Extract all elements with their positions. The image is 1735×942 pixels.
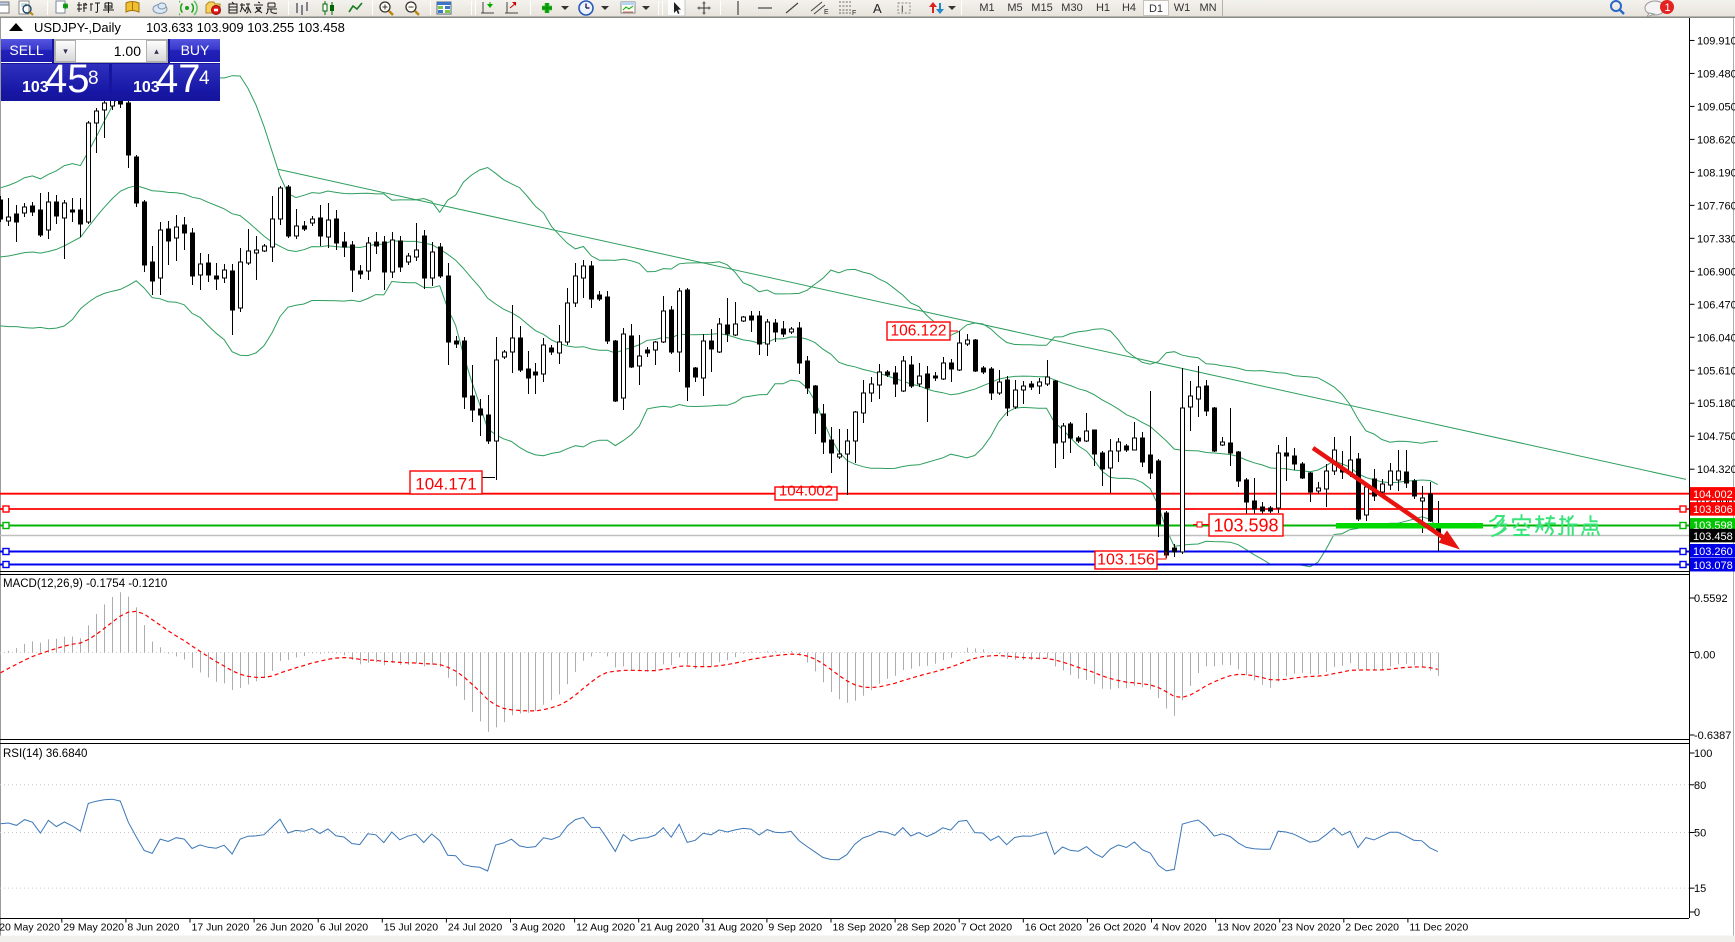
svg-text:26 Oct 2020: 26 Oct 2020 [1089, 922, 1146, 934]
svg-text:7 Oct 2020: 7 Oct 2020 [961, 922, 1013, 934]
svg-text:21 Aug 2020: 21 Aug 2020 [640, 922, 699, 934]
svg-text:107.760: 107.760 [1697, 200, 1735, 212]
svg-text:23 Nov 2020: 23 Nov 2020 [1281, 922, 1341, 934]
svg-text:109.050: 109.050 [1697, 101, 1735, 113]
svg-text:105.610: 105.610 [1697, 365, 1735, 377]
svg-text:26 Jun 2020: 26 Jun 2020 [256, 922, 314, 934]
svg-text:50: 50 [1694, 828, 1706, 840]
svg-text:29 May 2020: 29 May 2020 [63, 922, 124, 934]
svg-text:3 Aug 2020: 3 Aug 2020 [512, 922, 565, 934]
svg-text:20 May 2020: 20 May 2020 [0, 922, 60, 934]
svg-text:106.470: 106.470 [1697, 299, 1735, 311]
svg-text:24 Jul 2020: 24 Jul 2020 [448, 922, 502, 934]
svg-text:F: F [852, 10, 856, 16]
svg-text:0.00: 0.00 [1694, 650, 1715, 662]
svg-text:0: 0 [1694, 907, 1700, 919]
svg-text:103.806: 103.806 [1693, 504, 1733, 516]
svg-text:31 Aug 2020: 31 Aug 2020 [704, 922, 763, 934]
svg-text:9 Sep 2020: 9 Sep 2020 [768, 922, 822, 934]
svg-text:106.040: 106.040 [1697, 332, 1735, 344]
svg-text:-0.6387: -0.6387 [1694, 730, 1731, 742]
svg-text:103.078: 103.078 [1693, 560, 1733, 572]
svg-text:18 Sep 2020: 18 Sep 2020 [833, 922, 893, 934]
svg-text:USDJPY-,Daily: USDJPY-,Daily [34, 20, 121, 35]
svg-text:15: 15 [1694, 883, 1706, 895]
svg-text:109.480: 109.480 [1697, 68, 1735, 80]
svg-text:28 Sep 2020: 28 Sep 2020 [897, 922, 957, 934]
svg-text:100: 100 [1694, 748, 1712, 760]
svg-text:108.190: 108.190 [1697, 167, 1735, 179]
svg-text:103.260: 103.260 [1693, 546, 1733, 558]
svg-text:RSI(14) 36.6840: RSI(14) 36.6840 [3, 748, 87, 760]
svg-text:104.002: 104.002 [779, 483, 833, 500]
svg-text:108.620: 108.620 [1697, 134, 1735, 146]
svg-text:2 Dec 2020: 2 Dec 2020 [1345, 922, 1399, 934]
svg-text:8 Jun 2020: 8 Jun 2020 [127, 922, 179, 934]
svg-text:103.458: 103.458 [1693, 531, 1733, 543]
svg-text:103.156: 103.156 [1097, 552, 1155, 569]
svg-text:4 Nov 2020: 4 Nov 2020 [1153, 922, 1207, 934]
svg-text:103.598: 103.598 [1213, 516, 1278, 536]
svg-text:104.750: 104.750 [1697, 431, 1735, 443]
svg-text:13 Nov 2020: 13 Nov 2020 [1217, 922, 1277, 934]
svg-text:109.910: 109.910 [1697, 35, 1735, 47]
svg-text:104.171: 104.171 [415, 475, 476, 494]
svg-text:106.900: 106.900 [1697, 266, 1735, 278]
svg-text:105.180: 105.180 [1697, 398, 1735, 410]
svg-text:1: 1 [1665, 2, 1671, 14]
svg-text:104.320: 104.320 [1697, 464, 1735, 476]
svg-text:104.002: 104.002 [1693, 489, 1733, 501]
svg-text:17 Jun 2020: 17 Jun 2020 [192, 922, 250, 934]
svg-text:E: E [824, 9, 829, 16]
svg-text:0.5592: 0.5592 [1694, 593, 1728, 605]
svg-text:6 Jul 2020: 6 Jul 2020 [320, 922, 369, 934]
svg-text:80: 80 [1694, 780, 1706, 792]
svg-text:107.330: 107.330 [1697, 233, 1735, 245]
svg-text:106.122: 106.122 [890, 323, 946, 340]
svg-text:103.633 103.909 103.255 103.45: 103.633 103.909 103.255 103.458 [146, 20, 345, 35]
svg-text:I: I [901, 4, 904, 14]
svg-text:12 Aug 2020: 12 Aug 2020 [576, 922, 635, 934]
svg-text:A: A [873, 1, 882, 16]
svg-text:MACD(12,26,9) -0.1754 -0.1210: MACD(12,26,9) -0.1754 -0.1210 [3, 578, 167, 590]
svg-text:11 Dec 2020: 11 Dec 2020 [1409, 922, 1468, 934]
svg-text:16 Oct 2020: 16 Oct 2020 [1025, 922, 1082, 934]
svg-text:15 Jul 2020: 15 Jul 2020 [384, 922, 438, 934]
